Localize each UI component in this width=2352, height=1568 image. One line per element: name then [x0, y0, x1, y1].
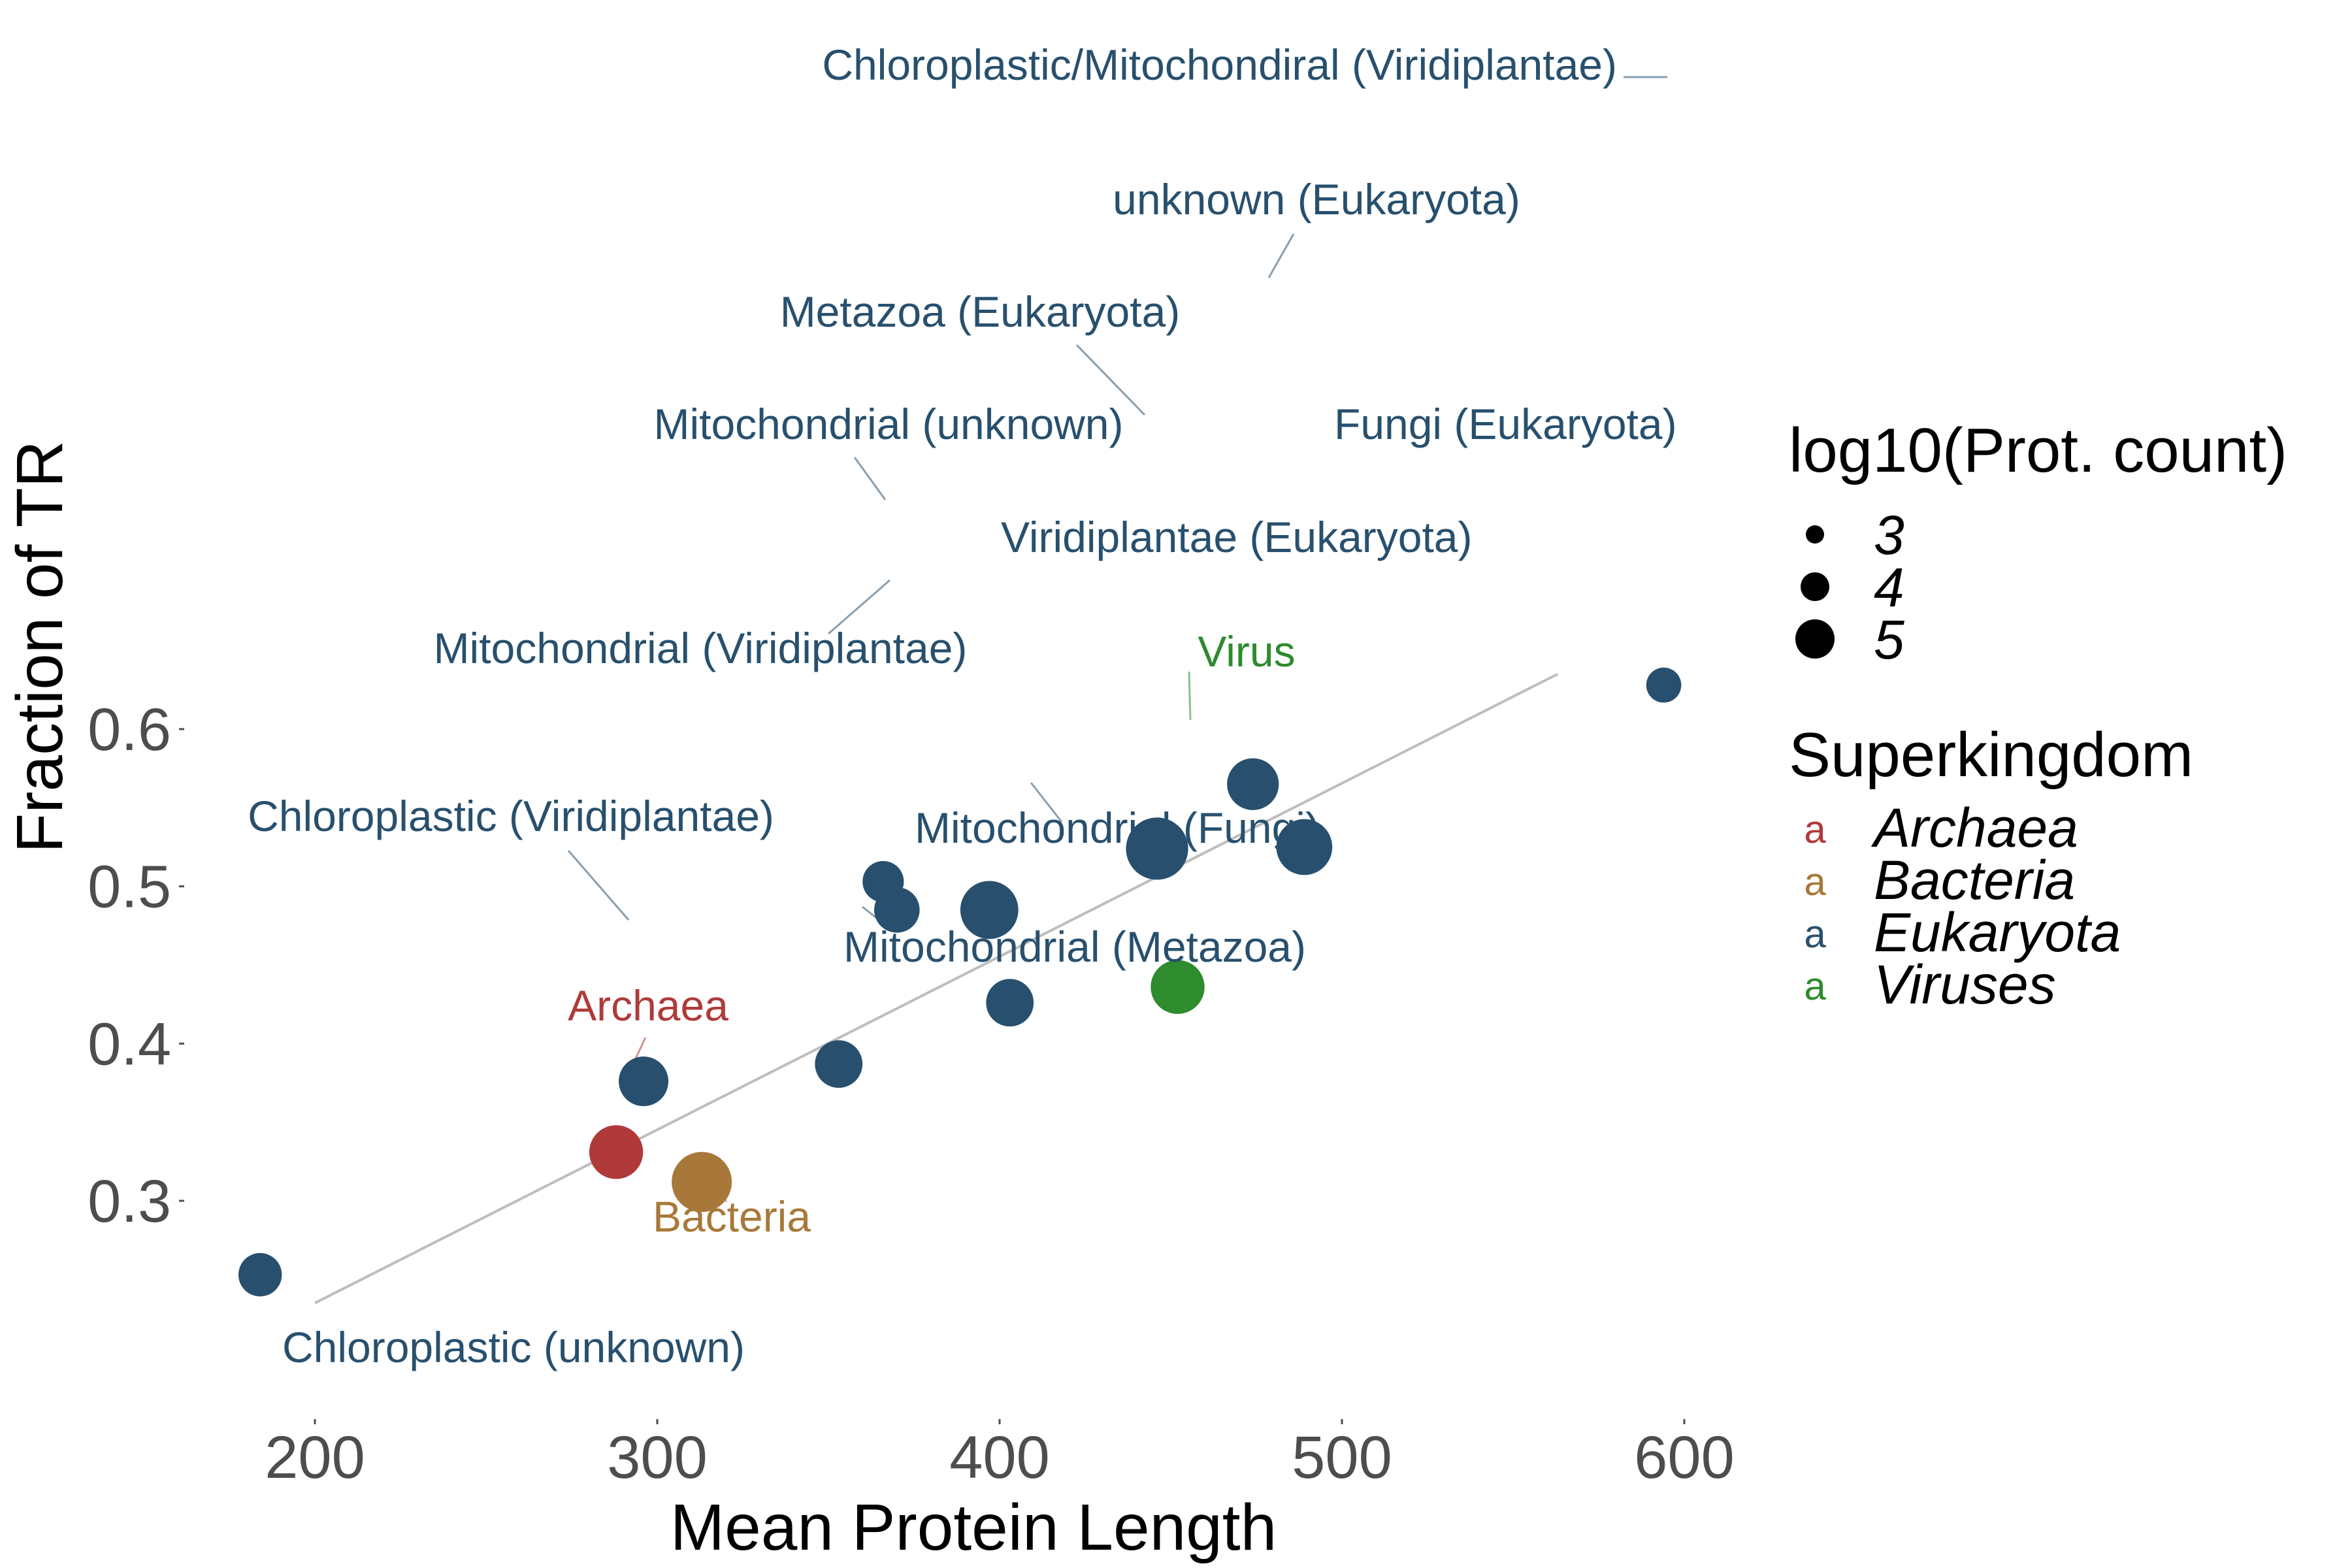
- x-axis-title: Mean Protein Length: [670, 1491, 1277, 1564]
- point-label: Mitochondrial (Viridiplantae): [434, 624, 968, 672]
- point-label: Viridiplantae (Eukaryota): [1001, 513, 1473, 561]
- label-leader-line: [567, 850, 630, 921]
- legend-size-key: [1806, 525, 1824, 544]
- legend-color-label: Archaea: [1870, 797, 2078, 858]
- point-label: Bacteria: [653, 1192, 811, 1241]
- legend-color-label: Eukaryota: [1874, 902, 2121, 963]
- legend-size-label: 5: [1874, 609, 1904, 670]
- label-leader-line: [1075, 344, 1146, 416]
- legend-size-label: 4: [1874, 557, 1904, 618]
- legend-size-items: 345: [1795, 504, 1904, 670]
- data-point: [1227, 758, 1279, 810]
- legend-color-title: Superkingdom: [1789, 720, 2193, 790]
- y-tick-label: 0.6: [88, 696, 171, 763]
- x-tick-label: 200: [265, 1424, 365, 1491]
- point-label: Metazoa (Eukaryota): [780, 287, 1181, 336]
- point-label: Mitochondrial (unknown): [653, 400, 1123, 448]
- y-axis-title: Fraction of TR: [3, 440, 76, 853]
- data-point: [672, 1152, 732, 1213]
- legend-size-key: [1801, 572, 1829, 601]
- point-label: Chloroplastic (unknown): [282, 1323, 745, 1371]
- legend: log10(Prot. count) Superkingdom 345 a Arc…: [1789, 416, 2287, 1015]
- label-leader-line: [853, 457, 887, 500]
- point-label-layer: Chloroplastic/Mitochondiral (Viridiplant…: [248, 41, 1676, 1371]
- label-leader-line: [1188, 671, 1192, 721]
- y-tick-label: 0.5: [88, 854, 171, 921]
- data-point: [815, 1040, 863, 1088]
- trend-line: [314, 672, 1559, 1305]
- legend-size-key: [1795, 619, 1835, 659]
- axes-layer: 200 300 400 500 600 0.3 0.4 0.5 0.6: [88, 696, 1735, 1491]
- data-point: [1276, 819, 1333, 875]
- data-point: [986, 979, 1034, 1027]
- label-leader-line: [1030, 782, 1063, 823]
- data-point: [1646, 667, 1682, 703]
- point-label: Virus: [1198, 627, 1295, 676]
- x-tick-label: 400: [949, 1424, 1050, 1491]
- legend-size-title: log10(Prot. count): [1789, 416, 2287, 485]
- legend-color-key: a: [1804, 860, 1826, 904]
- point-label: unknown (Eukaryota): [1113, 175, 1520, 223]
- legend-color-key: a: [1804, 808, 1826, 851]
- legend-color-label: Bacteria: [1874, 849, 2075, 911]
- data-point: [960, 881, 1019, 939]
- legend-color-key: a: [1804, 964, 1826, 1008]
- data-point: [874, 887, 920, 933]
- point-label: Archaea: [568, 981, 728, 1030]
- x-tick-label: 300: [607, 1424, 708, 1491]
- point-label: Chloroplastic/Mitochondiral (Viridiplant…: [822, 41, 1617, 89]
- point-label: Chloroplastic (Viridiplantae): [248, 792, 774, 840]
- data-point: [619, 1056, 669, 1107]
- point-label: Mitochondrial (Fungi): [915, 804, 1320, 852]
- data-point-layer: [238, 667, 1682, 1297]
- y-tick-label: 0.3: [88, 1168, 171, 1235]
- legend-size-label: 3: [1874, 504, 1904, 566]
- data-point: [589, 1125, 644, 1179]
- trend-line-layer: [314, 672, 1559, 1305]
- label-leader-line: [1267, 233, 1295, 278]
- data-point: [1126, 817, 1188, 880]
- point-label: Mitochondrial (Metazoa): [843, 923, 1306, 971]
- legend-color-key: a: [1804, 912, 1826, 956]
- y-tick-label: 0.4: [88, 1011, 171, 1077]
- point-label: Fungi (Eukaryota): [1334, 400, 1677, 448]
- data-point: [1151, 960, 1205, 1014]
- label-leader-line: [828, 579, 890, 635]
- legend-color-label: Viruses: [1874, 954, 2056, 1015]
- x-tick-label: 600: [1634, 1424, 1735, 1491]
- x-tick-label: 500: [1292, 1424, 1392, 1491]
- legend-color-items: a Archaea a Bacteria a Eukaryota a Viruses: [1804, 797, 2121, 1015]
- data-point: [238, 1252, 282, 1297]
